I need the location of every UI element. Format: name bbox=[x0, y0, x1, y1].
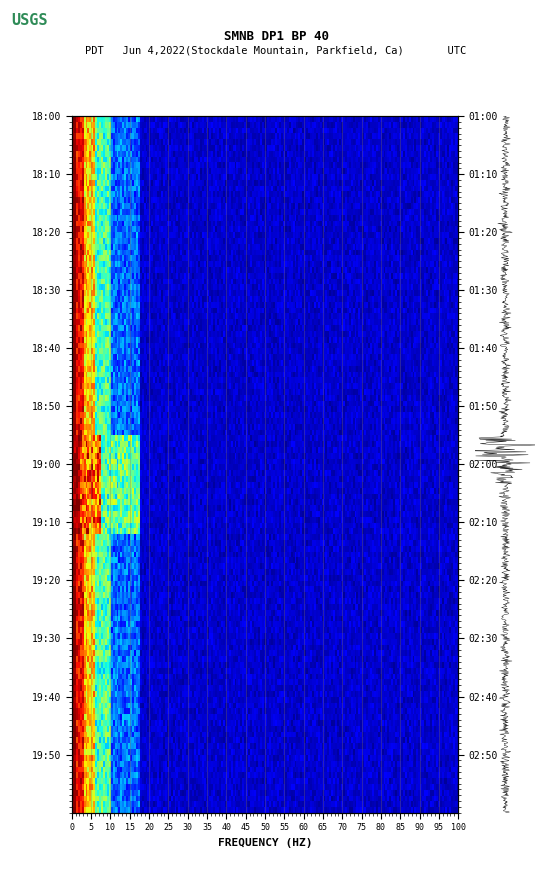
Text: PDT   Jun 4,2022(Stockdale Mountain, Parkfield, Ca)       UTC: PDT Jun 4,2022(Stockdale Mountain, Parkf… bbox=[86, 46, 466, 55]
Text: USGS: USGS bbox=[11, 13, 47, 28]
X-axis label: FREQUENCY (HZ): FREQUENCY (HZ) bbox=[217, 838, 312, 847]
Text: SMNB DP1 BP 40: SMNB DP1 BP 40 bbox=[224, 30, 328, 43]
